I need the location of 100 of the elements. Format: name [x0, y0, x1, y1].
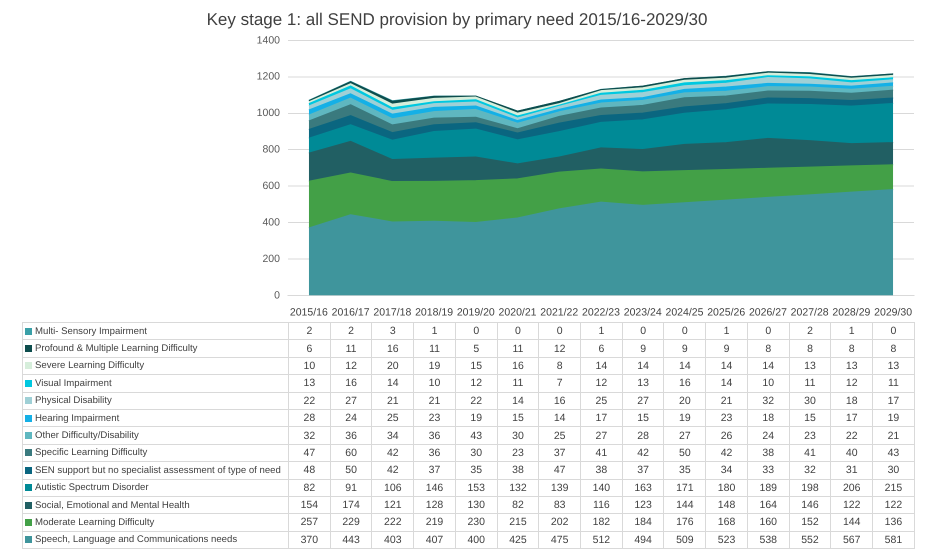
data-label: 10 — [414, 374, 456, 392]
data-label: 122 — [872, 496, 914, 514]
legend-label: Multi- Sensory Impairment — [22, 322, 288, 340]
y-tick-label: 600 — [262, 180, 280, 192]
data-label: 257 — [288, 514, 330, 532]
x-tick-label: 2028/29 — [832, 306, 871, 319]
data-label: 11 — [497, 340, 539, 358]
data-label: 144 — [830, 514, 873, 532]
data-label: 12 — [538, 340, 581, 358]
x-tick-label: 2017/18 — [373, 306, 412, 319]
data-label: 122 — [830, 496, 873, 514]
data-label: 0 — [747, 322, 790, 340]
legend-label: Other Difficulty/Disability — [22, 426, 288, 444]
data-label: 174 — [330, 496, 372, 514]
legend-label: Profound & Multiple Learning Difficulty — [22, 340, 288, 358]
data-label: 509 — [664, 531, 706, 549]
data-label: 400 — [455, 531, 498, 549]
data-label: 139 — [538, 479, 581, 496]
data-label: 11 — [330, 340, 372, 358]
x-tick-label: 2022/23 — [582, 306, 620, 319]
data-label: 8 — [538, 357, 581, 375]
data-label: 403 — [372, 531, 414, 549]
data-label: 552 — [789, 531, 831, 549]
data-label: 27 — [622, 392, 664, 410]
data-label: 116 — [580, 496, 622, 514]
data-label: 25 — [372, 409, 414, 427]
data-label: 7 — [538, 374, 581, 392]
data-label: 33 — [747, 462, 790, 480]
data-label: 27 — [580, 426, 622, 444]
legend-label: Hearing Impairment — [22, 409, 288, 427]
data-label: 28 — [622, 426, 664, 444]
x-tick-label: 2021/22 — [540, 306, 578, 319]
data-label: 24 — [330, 409, 372, 427]
data-label: 25 — [580, 392, 622, 410]
data-label: 12 — [455, 374, 498, 392]
data-label: 14 — [706, 357, 748, 375]
data-label: 494 — [622, 531, 664, 549]
data-label: 230 — [455, 514, 498, 532]
x-tick-label: 2015/16 — [290, 306, 328, 319]
data-label: 182 — [580, 514, 622, 532]
data-label: 21 — [872, 426, 914, 444]
data-label: 30 — [789, 392, 831, 410]
data-label: 22 — [830, 426, 873, 444]
legend-label: Severe Learning Difficulty — [22, 357, 288, 375]
data-label: 370 — [288, 531, 330, 549]
data-label: 36 — [330, 426, 372, 444]
data-label: 17 — [872, 392, 914, 410]
data-label: 9 — [664, 340, 706, 358]
data-label: 40 — [830, 444, 873, 462]
x-tick-label: 2024/25 — [665, 306, 704, 319]
data-label: 37 — [414, 462, 456, 480]
legend-label: SEN support but no specialist assessment of type of need — [22, 462, 288, 480]
legend-label: Physical Disability — [22, 392, 288, 410]
data-label: 229 — [330, 514, 372, 532]
data-label: 23 — [497, 444, 539, 462]
data-label: 82 — [497, 496, 539, 514]
data-label: 567 — [830, 531, 873, 549]
data-label: 23 — [706, 409, 748, 427]
data-label: 20 — [372, 357, 414, 375]
data-label: 27 — [664, 426, 706, 444]
data-label: 30 — [455, 444, 498, 462]
data-label: 407 — [414, 531, 456, 549]
data-label: 27 — [330, 392, 372, 410]
data-label: 9 — [622, 340, 664, 358]
data-label: 38 — [580, 462, 622, 480]
data-label: 538 — [747, 531, 790, 549]
x-tick-label: 2026/27 — [748, 306, 788, 319]
data-label: 12 — [830, 374, 873, 392]
data-label: 30 — [497, 426, 539, 444]
data-label: 43 — [872, 444, 914, 462]
data-label: 222 — [372, 514, 414, 532]
data-label: 10 — [747, 374, 790, 392]
data-label: 42 — [372, 444, 414, 462]
data-label: 425 — [497, 531, 539, 549]
data-label: 19 — [414, 357, 456, 375]
data-label: 23 — [789, 426, 831, 444]
data-label: 132 — [497, 479, 539, 496]
legend-label: Specific Learning Difficulty — [22, 444, 288, 462]
data-label: 0 — [455, 322, 498, 340]
data-label: 11 — [497, 374, 539, 392]
data-label: 148 — [706, 496, 748, 514]
data-label: 5 — [455, 340, 498, 358]
data-label: 83 — [538, 496, 581, 514]
data-label: 35 — [455, 462, 498, 480]
chart-title: Key stage 1: all SEND provision by primary need 2015/16-2029/30 — [206, 10, 708, 29]
y-tick-label: 800 — [262, 144, 280, 156]
data-label: 15 — [455, 357, 498, 375]
data-label: 121 — [372, 496, 414, 514]
data-label: 15 — [622, 409, 664, 427]
data-label: 50 — [330, 462, 372, 480]
data-label: 202 — [538, 514, 581, 532]
y-tick-label: 200 — [262, 252, 280, 265]
data-label: 60 — [330, 444, 372, 462]
data-label: 42 — [372, 462, 414, 480]
data-label: 37 — [538, 444, 581, 462]
data-label: 22 — [288, 392, 330, 410]
data-label: 146 — [789, 496, 831, 514]
data-label: 0 — [622, 322, 664, 340]
y-tick-label: 1200 — [256, 70, 280, 83]
data-label: 34 — [372, 426, 414, 444]
